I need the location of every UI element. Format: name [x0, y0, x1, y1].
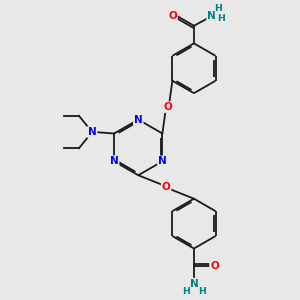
Text: O: O — [163, 102, 172, 112]
Text: H: H — [217, 14, 225, 23]
Text: O: O — [162, 182, 170, 192]
Text: N: N — [88, 127, 97, 137]
Text: N: N — [207, 11, 216, 20]
Text: N: N — [190, 279, 198, 289]
Text: O: O — [168, 11, 177, 20]
Text: N: N — [134, 115, 143, 124]
Text: O: O — [210, 261, 219, 271]
Text: N: N — [158, 156, 167, 166]
Text: H: H — [182, 287, 190, 296]
Text: N: N — [110, 156, 118, 166]
Text: H: H — [198, 287, 206, 296]
Text: H: H — [214, 4, 222, 13]
